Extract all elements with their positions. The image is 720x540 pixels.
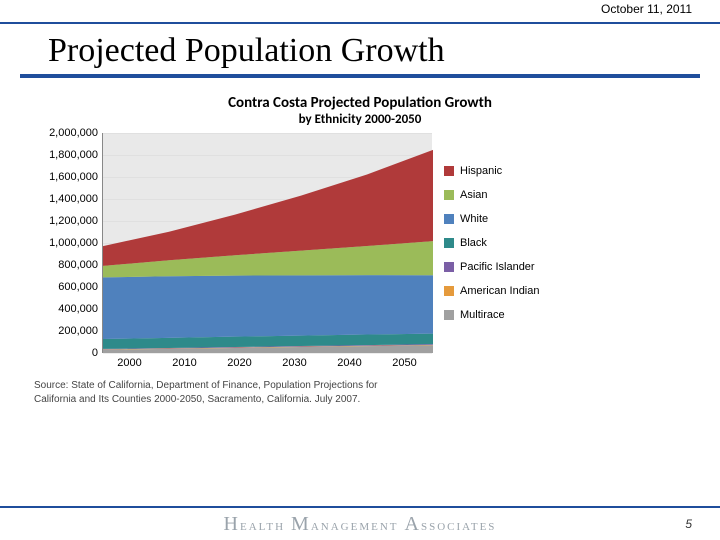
legend-label: American Indian — [460, 285, 540, 297]
legend-label: White — [460, 213, 488, 225]
slide-title: Projected Population Growth — [48, 32, 720, 70]
y-tick-label: 0 — [92, 347, 98, 359]
legend-item-black: Black — [444, 237, 572, 249]
x-tick-label: 2020 — [212, 353, 267, 369]
x-tick-label: 2010 — [157, 353, 212, 369]
y-tick-label: 2,000,000 — [49, 127, 98, 139]
date-bar: October 11, 2011 — [0, 0, 720, 24]
legend-swatch — [444, 190, 454, 200]
y-tick-label: 1,000,000 — [49, 237, 98, 249]
legend-label: Hispanic — [460, 165, 502, 177]
y-tick-label: 1,200,000 — [49, 215, 98, 227]
legend: Hispanic Asian White Black Pacific Islander A… — [432, 133, 572, 353]
legend-label: Black — [460, 237, 487, 249]
x-tick-label: 2030 — [267, 353, 322, 369]
footer-logo: Health Management Associates — [224, 513, 497, 536]
legend-item-pacific-islander: Pacific Islander — [444, 261, 572, 273]
y-tick-label: 1,400,000 — [49, 193, 98, 205]
legend-item-asian: Asian — [444, 189, 572, 201]
slide-date: October 11, 2011 — [601, 2, 692, 16]
y-axis: 0200,000400,000600,000800,0001,000,0001,… — [28, 133, 102, 353]
y-tick-label: 800,000 — [58, 259, 98, 271]
plot-area — [102, 133, 432, 353]
x-axis: 200020102020203020402050 — [102, 353, 432, 369]
legend-swatch — [444, 166, 454, 176]
legend-swatch — [444, 286, 454, 296]
title-rule — [20, 74, 700, 78]
x-tick-label: 2050 — [377, 353, 432, 369]
legend-label: Asian — [460, 189, 488, 201]
y-tick-label: 400,000 — [58, 303, 98, 315]
chart-source: Source: State of California, Department … — [34, 379, 394, 406]
y-tick-label: 600,000 — [58, 281, 98, 293]
y-tick-label: 200,000 — [58, 325, 98, 337]
legend-label: Multirace — [460, 309, 505, 321]
x-tick-label: 2000 — [102, 353, 157, 369]
area-white — [103, 275, 433, 339]
footer: Health Management Associates 5 — [0, 506, 720, 540]
x-tick-label: 2040 — [322, 353, 377, 369]
slide: October 11, 2011 Projected Population Gr… — [0, 0, 720, 540]
chart-body: 0200,000400,000600,000800,0001,000,0001,… — [28, 133, 692, 353]
legend-swatch — [444, 262, 454, 272]
legend-item-american-indian: American Indian — [444, 285, 572, 297]
title-row: Projected Population Growth — [0, 24, 720, 72]
chart: Contra Costa Projected Population Growth… — [20, 90, 700, 414]
legend-swatch — [444, 310, 454, 320]
legend-item-white: White — [444, 213, 572, 225]
chart-subtitle: by Ethnicity 2000-2050 — [28, 112, 692, 127]
y-tick-label: 1,800,000 — [49, 149, 98, 161]
legend-item-multirace: Multirace — [444, 309, 572, 321]
chart-title: Contra Costa Projected Population Growth — [28, 94, 692, 112]
page-number: 5 — [685, 517, 692, 531]
legend-swatch — [444, 238, 454, 248]
legend-swatch — [444, 214, 454, 224]
legend-label: Pacific Islander — [460, 261, 535, 273]
legend-item-hispanic: Hispanic — [444, 165, 572, 177]
y-tick-label: 1,600,000 — [49, 171, 98, 183]
